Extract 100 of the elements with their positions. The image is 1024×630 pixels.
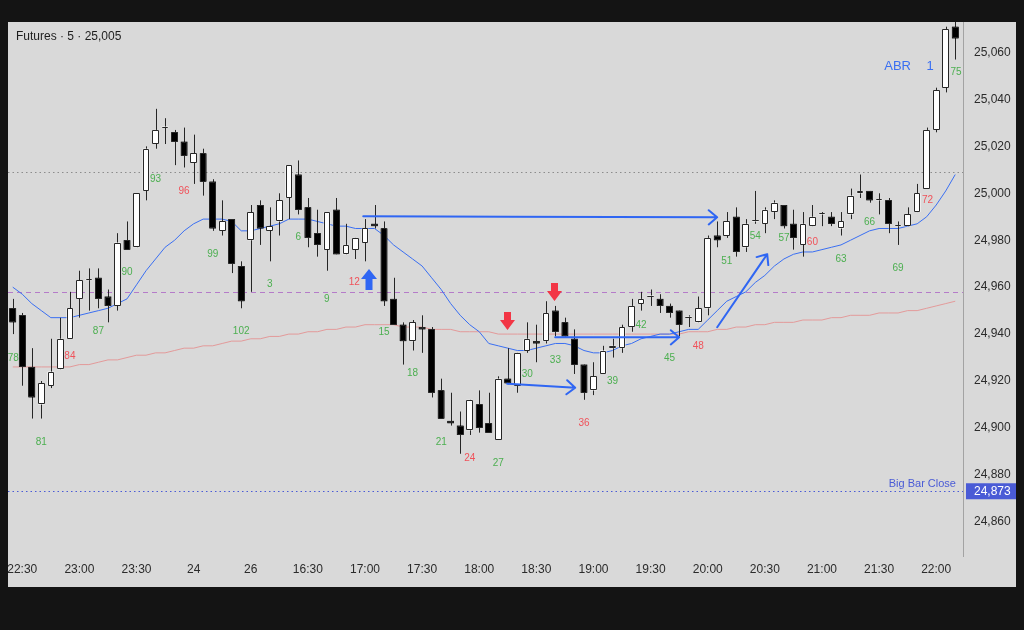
candlestick bbox=[152, 108, 159, 150]
y-tick-label: 24,980 bbox=[974, 232, 1012, 247]
candlestick bbox=[466, 399, 474, 436]
candlestick bbox=[399, 321, 407, 366]
x-tick-label: 26 bbox=[244, 561, 258, 576]
candlestick bbox=[790, 209, 797, 251]
candlestick bbox=[123, 220, 131, 251]
candlestick bbox=[599, 345, 607, 375]
candlestick bbox=[371, 204, 378, 229]
candlestick bbox=[542, 300, 550, 344]
candlestick bbox=[609, 338, 616, 359]
candlestick bbox=[761, 206, 769, 234]
candlestick bbox=[485, 392, 493, 434]
candlestick bbox=[809, 204, 816, 227]
candlestick bbox=[704, 235, 712, 316]
annotation: 39 bbox=[606, 375, 619, 386]
candlestick bbox=[342, 223, 350, 255]
x-tick-label: 21:00 bbox=[806, 561, 838, 576]
y-tick-label: 24,880 bbox=[974, 467, 1012, 482]
y-tick-label: 24,960 bbox=[974, 279, 1012, 294]
annotation: 69 bbox=[892, 262, 904, 273]
candlestick bbox=[523, 321, 531, 354]
candlestick bbox=[76, 270, 83, 319]
candlestick bbox=[742, 218, 750, 253]
candlestick bbox=[504, 347, 512, 384]
ref-line-label: Big Bar Close bbox=[888, 477, 956, 490]
candlestick bbox=[675, 310, 683, 337]
annotation: 90 bbox=[121, 266, 133, 277]
annotation: 54 bbox=[749, 230, 761, 241]
candlestick bbox=[142, 145, 150, 201]
y-tick-label: 24,940 bbox=[974, 326, 1012, 341]
candlestick bbox=[771, 199, 778, 220]
y-tick-label: 25,040 bbox=[974, 91, 1012, 106]
candlestick bbox=[266, 206, 274, 262]
candlestick bbox=[475, 389, 483, 434]
candlestick bbox=[456, 411, 464, 455]
candlestick bbox=[856, 174, 864, 199]
candlestick bbox=[352, 237, 359, 260]
annotation: 63 bbox=[835, 253, 847, 264]
annotation: 36 bbox=[578, 417, 590, 428]
candlestick bbox=[66, 291, 74, 340]
candlestick bbox=[590, 361, 597, 396]
candlestick bbox=[618, 324, 626, 354]
x-tick-label: 24 bbox=[186, 561, 201, 576]
candlestick bbox=[409, 319, 416, 352]
candlestick bbox=[28, 347, 36, 420]
candlestick bbox=[314, 209, 321, 258]
candlestick bbox=[256, 199, 264, 246]
x-tick-label: 21:30 bbox=[864, 561, 895, 576]
annotation: 66 bbox=[864, 216, 876, 227]
annotation: 51 bbox=[721, 255, 733, 266]
candlestick bbox=[190, 134, 197, 185]
x-tick-label: 22:30 bbox=[7, 561, 38, 576]
annotation: 78 bbox=[7, 352, 19, 363]
y-tick-label: 24,900 bbox=[974, 420, 1012, 435]
annotation: 12 bbox=[348, 276, 360, 287]
annotation: 33 bbox=[549, 354, 561, 365]
candlestick bbox=[418, 314, 426, 354]
x-tick-label: 16:30 bbox=[292, 561, 324, 576]
candlestick bbox=[361, 218, 369, 262]
annotation: 27 bbox=[492, 457, 504, 468]
candlestick bbox=[304, 197, 312, 248]
text: Futures · 5 · 25,005 bbox=[16, 29, 122, 43]
candlestick bbox=[913, 183, 921, 213]
y-tick-label: 25,060 bbox=[974, 44, 1012, 59]
candlestick bbox=[218, 199, 226, 237]
y-tick-label: 24,873 bbox=[974, 483, 1012, 498]
candlestick bbox=[180, 127, 188, 168]
x-tick-label: 18:00 bbox=[464, 561, 495, 576]
x-tick-label: 22:00 bbox=[921, 561, 952, 576]
x-tick-label: 17:00 bbox=[349, 561, 381, 576]
x-tick-label: 18:30 bbox=[521, 561, 552, 576]
x-tick-label: 19:00 bbox=[578, 561, 609, 576]
candlestick bbox=[637, 291, 645, 312]
candlestick bbox=[923, 127, 931, 190]
candlestick bbox=[171, 129, 178, 166]
annotation: 57 bbox=[778, 232, 790, 243]
candlestick bbox=[390, 277, 397, 326]
annotation: 6 bbox=[295, 231, 302, 242]
annotation: 24 bbox=[464, 452, 476, 463]
candlestick bbox=[904, 206, 911, 227]
candlestick bbox=[228, 218, 236, 274]
candlestick bbox=[951, 22, 959, 61]
annotation: 15 bbox=[378, 326, 390, 337]
x-tick-label: 23:00 bbox=[64, 561, 95, 576]
annotation: 45 bbox=[664, 352, 676, 363]
annotation: 75 bbox=[950, 66, 962, 77]
candlestick bbox=[799, 211, 807, 258]
candlestick bbox=[837, 211, 845, 237]
candlestick bbox=[209, 178, 217, 232]
annotation: 30 bbox=[521, 368, 533, 379]
annotation: 9 bbox=[324, 293, 330, 304]
annotation: 48 bbox=[692, 340, 704, 351]
annotation: 18 bbox=[407, 367, 419, 378]
candlestick bbox=[199, 148, 207, 197]
annotation: 93 bbox=[150, 173, 162, 184]
annotation: 72 bbox=[921, 194, 934, 205]
annotation: 3 bbox=[267, 278, 273, 289]
candlestick bbox=[95, 267, 102, 309]
candlestick bbox=[885, 197, 892, 234]
